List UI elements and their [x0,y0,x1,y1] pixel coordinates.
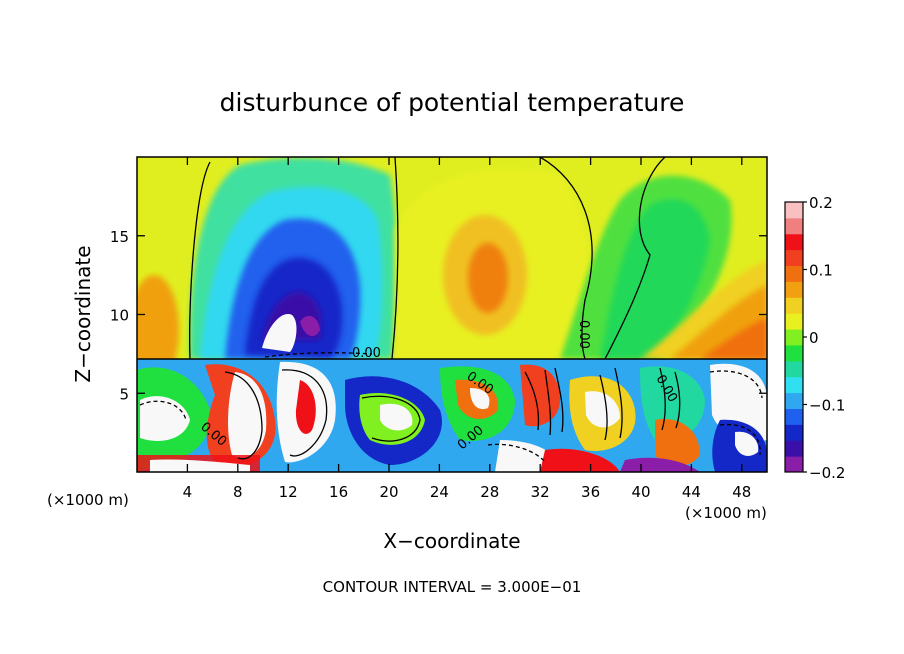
x-tick-label: 20 [379,483,398,501]
colorbar-swatch [785,376,803,394]
colorbar-swatch [785,281,803,298]
colorbar-swatch [785,424,803,441]
upper-field [137,157,767,359]
colorbar: 0.2 0.1 0 −0.1 −0.2 [784,194,845,482]
colorbar-tick-label: 0.2 [809,194,833,212]
colorbar-swatch [785,313,803,330]
y-axis-label: Z−coordinate [71,245,95,382]
colorbar-tick-label: −0.1 [809,397,845,415]
colorbar-swatch [785,344,803,362]
colorbar-tick-label: 0 [809,329,819,347]
x-tick-label: 24 [430,483,449,501]
y-tick-label: 15 [110,228,129,246]
colorbar-swatch [785,265,803,282]
x-tick-label: 12 [279,483,298,501]
x-tick-label: 8 [233,483,243,501]
colorbar-swatch [785,440,803,457]
y-tick-label: 5 [119,385,129,403]
chart-title: disturbunce of potential temperature [220,88,685,117]
lower-field [137,359,767,472]
colorbar-swatch [785,202,803,219]
colorbar-tick-label: −0.2 [809,464,845,482]
contour-label: 0.00 [352,346,381,361]
x-tick-label: 4 [183,483,193,501]
contour-label: 0.00 [576,320,591,349]
x-tick-label: 28 [480,483,499,501]
x-axis-unit-right: (×1000 m) [685,504,767,522]
x-axis: 4 8 12 16 20 24 28 32 36 40 44 48 [183,157,751,501]
x-tick-label: 48 [732,483,751,501]
colorbar-swatch [785,360,803,378]
y-tick-label: 10 [110,307,129,325]
colorbar-swatch [785,217,803,235]
x-axis-label: X−coordinate [383,529,520,553]
colorbar-tick-label: 0.1 [809,262,833,280]
colorbar-swatch [785,233,803,251]
colorbar-swatch [785,249,803,267]
colorbar-swatch [785,456,803,473]
x-axis-unit-left: (×1000 m) [47,491,129,509]
contour-interval-footer: CONTOUR INTERVAL = 3.000E−01 [323,578,582,596]
x-tick-label: 16 [329,483,348,501]
colorbar-swatch [785,297,803,314]
x-tick-label: 44 [682,483,701,501]
colorbar-swatch [785,329,803,346]
x-tick-label: 32 [531,483,550,501]
heatmap-field: 0.00 0.00 0.00 0.00 0.00 0.00 [137,157,767,472]
colorbar-swatch [785,392,803,409]
x-tick-label: 36 [581,483,600,501]
x-tick-label: 40 [631,483,650,501]
y-axis: 5 10 15 [110,228,767,403]
colorbar-swatch [785,408,803,425]
contour-lines [137,157,767,463]
